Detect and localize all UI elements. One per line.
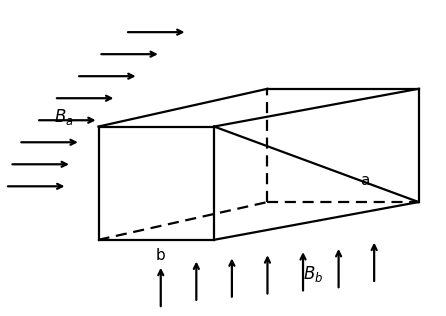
Text: a: a <box>360 173 370 187</box>
Text: $B_a$: $B_a$ <box>54 107 74 127</box>
Text: $B_b$: $B_b$ <box>303 264 323 284</box>
Text: b: b <box>156 248 165 263</box>
